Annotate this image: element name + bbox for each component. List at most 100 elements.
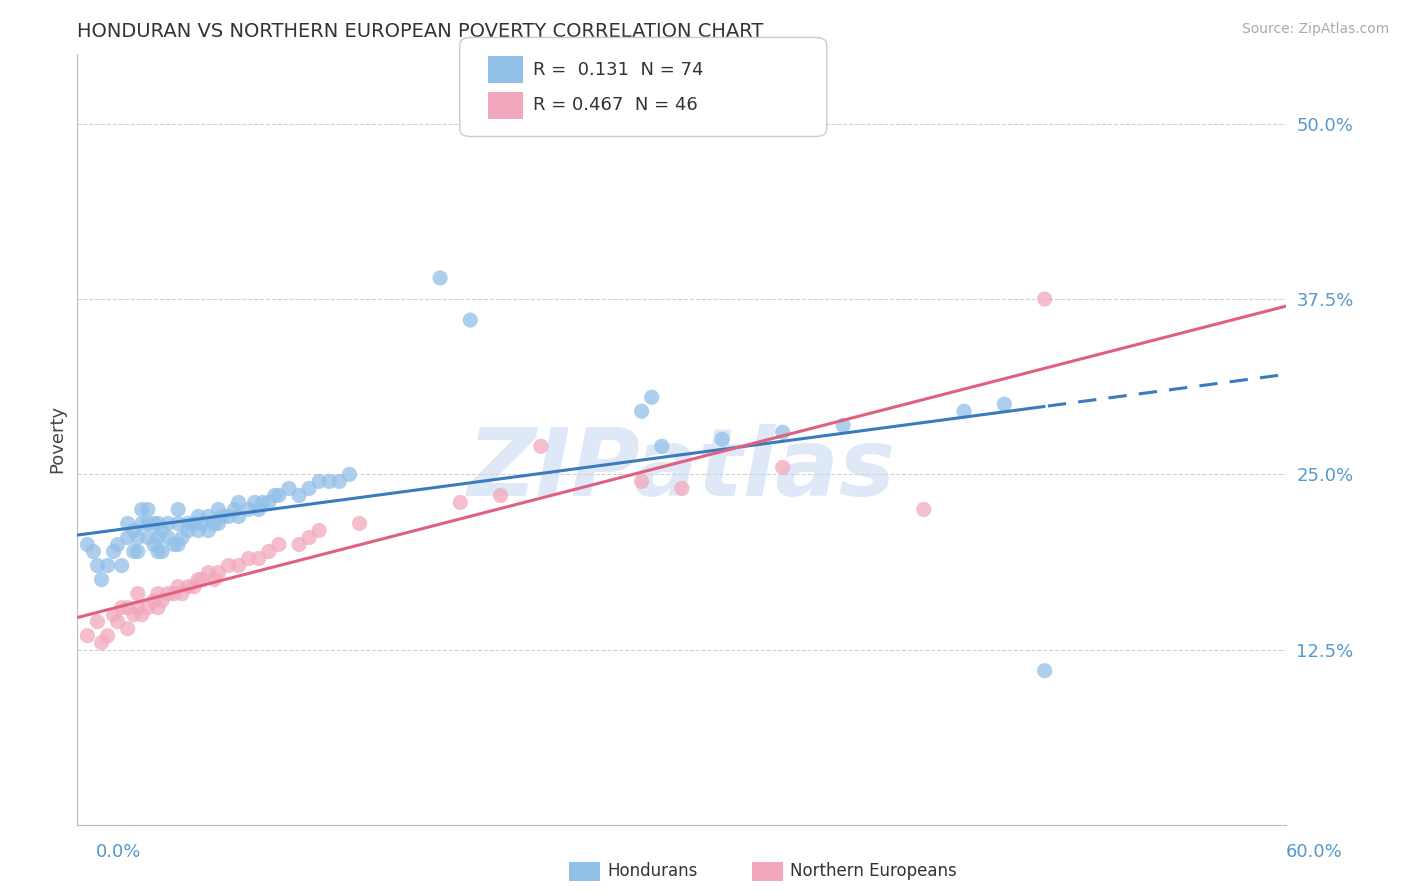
Point — [117, 516, 139, 531]
Point — [117, 622, 139, 636]
Point — [103, 544, 125, 558]
Point — [131, 607, 153, 622]
Point — [136, 516, 159, 531]
Point — [197, 524, 219, 538]
Point — [90, 636, 112, 650]
Point — [96, 629, 118, 643]
Point — [202, 516, 225, 531]
Point — [127, 531, 149, 545]
Point — [267, 488, 290, 502]
Point — [228, 558, 250, 573]
Point — [318, 475, 340, 489]
Point — [136, 531, 159, 545]
Text: Hondurans: Hondurans — [607, 863, 697, 880]
Point — [177, 516, 200, 531]
Point — [111, 558, 134, 573]
Point — [288, 488, 311, 502]
Point — [146, 544, 169, 558]
Point — [136, 600, 159, 615]
Point — [146, 587, 169, 601]
Point — [252, 495, 274, 509]
Point — [429, 271, 451, 285]
Point — [157, 531, 180, 545]
Point — [157, 587, 180, 601]
Point — [207, 516, 229, 531]
Point — [207, 566, 229, 580]
Point — [278, 482, 301, 496]
Point — [711, 433, 734, 447]
Point — [127, 544, 149, 558]
Point — [177, 524, 200, 538]
Point — [202, 573, 225, 587]
Point — [207, 502, 229, 516]
Text: HONDURAN VS NORTHERN EUROPEAN POVERTY CORRELATION CHART: HONDURAN VS NORTHERN EUROPEAN POVERTY CO… — [77, 21, 763, 41]
Point — [238, 502, 260, 516]
Point — [772, 425, 794, 440]
Point — [146, 516, 169, 531]
Point — [641, 390, 664, 404]
Point — [142, 516, 165, 531]
Point — [671, 482, 693, 496]
Point — [107, 537, 129, 551]
Point — [458, 313, 481, 327]
Point — [191, 573, 214, 587]
Text: ZIPatlas: ZIPatlas — [468, 425, 896, 516]
Point — [1033, 664, 1056, 678]
Point — [131, 502, 153, 516]
Point — [247, 551, 270, 566]
Point — [117, 531, 139, 545]
Point — [197, 509, 219, 524]
Point — [224, 502, 246, 516]
Point — [651, 439, 673, 453]
Point — [238, 551, 260, 566]
Point — [167, 516, 190, 531]
Point — [349, 516, 371, 531]
Point — [218, 558, 240, 573]
Point — [298, 482, 321, 496]
Point — [172, 587, 194, 601]
Point — [228, 495, 250, 509]
Point — [146, 600, 169, 615]
Point — [187, 524, 209, 538]
Point — [76, 629, 98, 643]
Point — [183, 580, 205, 594]
Point — [150, 544, 173, 558]
Point — [127, 587, 149, 601]
Point — [630, 475, 652, 489]
Point — [146, 531, 169, 545]
Text: R =  0.131  N = 74: R = 0.131 N = 74 — [533, 61, 703, 78]
Point — [163, 537, 186, 551]
Point — [630, 404, 652, 418]
Point — [150, 593, 173, 607]
Point — [76, 537, 98, 551]
Point — [832, 418, 855, 433]
Point — [172, 531, 194, 545]
Point — [96, 558, 118, 573]
Text: Northern Europeans: Northern Europeans — [790, 863, 957, 880]
Point — [1033, 292, 1056, 306]
Point — [187, 573, 209, 587]
Text: Source: ZipAtlas.com: Source: ZipAtlas.com — [1241, 22, 1389, 37]
Point — [122, 544, 145, 558]
Point — [131, 516, 153, 531]
Point — [142, 537, 165, 551]
Point — [263, 488, 285, 502]
Point — [167, 580, 190, 594]
Point — [86, 558, 108, 573]
Point — [257, 544, 280, 558]
Point — [136, 502, 159, 516]
Point — [150, 524, 173, 538]
Point — [993, 397, 1015, 411]
Point — [187, 509, 209, 524]
Point — [288, 537, 311, 551]
Point — [111, 600, 134, 615]
Point — [489, 488, 512, 502]
Point — [163, 587, 186, 601]
Point — [772, 460, 794, 475]
Point — [86, 615, 108, 629]
Point — [218, 509, 240, 524]
Point — [177, 580, 200, 594]
Point — [157, 516, 180, 531]
Point — [117, 600, 139, 615]
Point — [243, 495, 266, 509]
